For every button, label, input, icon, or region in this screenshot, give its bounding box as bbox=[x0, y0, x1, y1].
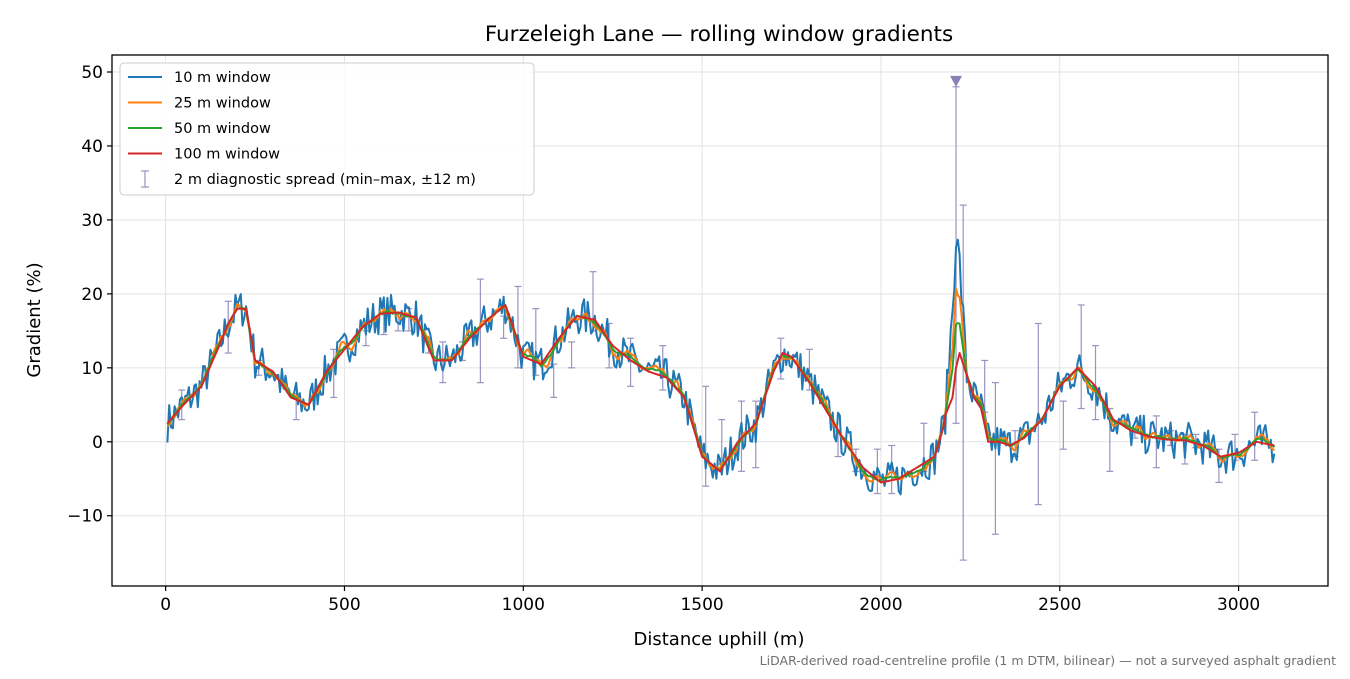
errorbar bbox=[1077, 304, 1085, 410]
errorbar bbox=[550, 363, 558, 399]
errorbar-group bbox=[178, 86, 1259, 561]
legend-label: 50 m window bbox=[174, 121, 271, 137]
legend-item: 2 m diagnostic spread (min–max, ±12 m) bbox=[141, 170, 476, 188]
legend-label: 25 m window bbox=[174, 96, 271, 112]
series-line bbox=[166, 287, 1275, 483]
errorbar bbox=[500, 315, 508, 339]
errorbar bbox=[888, 444, 896, 495]
errorbar bbox=[1059, 400, 1067, 450]
x-tick-label: 500 bbox=[328, 595, 360, 615]
y-axis-title: Gradient (%) bbox=[24, 262, 45, 377]
x-tick-label: 1000 bbox=[502, 595, 545, 615]
y-tick-label: 10 bbox=[81, 359, 103, 379]
x-tick-label: 0 bbox=[160, 595, 171, 615]
y-tick-label: −10 bbox=[67, 507, 103, 527]
chart-title: Furzeleigh Lane — rolling window gradien… bbox=[485, 22, 953, 47]
legend-label: 10 m window bbox=[174, 70, 271, 86]
x-tick-label: 1500 bbox=[680, 595, 723, 615]
errorbar bbox=[439, 341, 447, 384]
errorbar bbox=[959, 204, 967, 561]
series-group bbox=[166, 238, 1276, 496]
clipped-value-marker bbox=[950, 75, 963, 87]
footnote: LiDAR-derived road-centreline profile (1… bbox=[760, 653, 1336, 668]
errorbar bbox=[702, 385, 710, 487]
y-tick-label: 40 bbox=[81, 137, 103, 157]
x-axis-title: Distance uphill (m) bbox=[634, 629, 805, 650]
x-axis: 0 500 1000 1500 2000 2500 3000 bbox=[160, 586, 1260, 615]
legend-errorbar-swatch bbox=[141, 170, 149, 188]
errorbar bbox=[514, 285, 522, 369]
series-line bbox=[166, 304, 1275, 484]
legend: 10 m window 25 m window 50 m window 100 m w… bbox=[119, 62, 535, 196]
legend-item: 25 m window bbox=[128, 96, 271, 112]
legend-item: 50 m window bbox=[128, 121, 271, 137]
legend-frame bbox=[119, 62, 535, 196]
x-tick-label: 2000 bbox=[859, 595, 902, 615]
legend-label: 2 m diagnostic spread (min–max, ±12 m) bbox=[174, 172, 476, 188]
legend-item: 10 m window bbox=[128, 70, 271, 86]
x-tick-label: 2500 bbox=[1038, 595, 1081, 615]
y-tick-label: 30 bbox=[81, 211, 103, 231]
errorbar bbox=[1251, 411, 1259, 461]
x-tick-label: 3000 bbox=[1217, 595, 1260, 615]
marker-group bbox=[950, 75, 963, 87]
errorbar bbox=[991, 382, 999, 535]
legend-item: 100 m window bbox=[128, 147, 280, 163]
y-tick-label: 20 bbox=[81, 285, 103, 305]
errorbar bbox=[568, 341, 576, 369]
legend-label: 100 m window bbox=[174, 147, 280, 163]
y-tick-label: 0 bbox=[92, 433, 103, 453]
y-tick-label: 50 bbox=[81, 63, 103, 83]
plot-frame bbox=[111, 54, 1329, 587]
errorbar bbox=[476, 278, 484, 384]
errorbar bbox=[1092, 345, 1100, 421]
y-axis: −10 0 10 20 30 40 50 bbox=[67, 63, 112, 527]
